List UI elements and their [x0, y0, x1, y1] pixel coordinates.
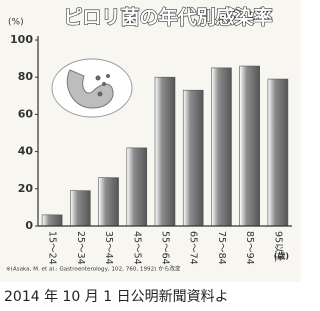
- x-tick-label: 45〜54: [131, 231, 142, 265]
- bar: [211, 68, 231, 226]
- bar: [155, 77, 175, 226]
- y-tick-label: 80: [18, 70, 34, 83]
- page: ピロリ菌の年代別感染率 (%) (歳) ※(Asaka, M. et al.: …: [0, 0, 301, 311]
- caption: 2014 年 10 月 1 日公明新聞資料よ: [4, 286, 229, 306]
- bar: [183, 90, 203, 226]
- x-tick-label: 65〜74: [188, 231, 199, 265]
- stomach-illustration: [52, 59, 132, 117]
- bar: [240, 66, 260, 226]
- x-tick-label: 25〜34: [75, 231, 86, 265]
- bar: [42, 215, 62, 226]
- y-tick-label: 20: [18, 182, 34, 195]
- y-tick-label: 100: [10, 33, 33, 46]
- bar: [70, 191, 90, 226]
- footnote: ※(Asaka, M. et al.: Gastroenterology, 10…: [6, 265, 181, 273]
- chart: ピロリ菌の年代別感染率 (%) (歳) ※(Asaka, M. et al.: …: [0, 0, 301, 282]
- x-tick-label: 85〜94: [244, 231, 255, 265]
- x-tick-label: 35〜44: [103, 231, 114, 265]
- chart-title: ピロリ菌の年代別感染率: [63, 6, 272, 29]
- x-tick-label: 15〜24: [47, 231, 58, 265]
- x-tick-label: 95以上: [272, 231, 283, 263]
- x-tick-label: 55〜64: [160, 231, 171, 265]
- bar: [127, 148, 147, 226]
- bar: [268, 79, 288, 226]
- bar: [99, 178, 119, 226]
- x-tick-label: 75〜84: [216, 231, 227, 265]
- y-tick-label: 0: [25, 219, 33, 232]
- y-tick-label: 40: [18, 145, 34, 158]
- y-tick-label: 60: [18, 107, 34, 120]
- y-unit: (%): [8, 18, 24, 28]
